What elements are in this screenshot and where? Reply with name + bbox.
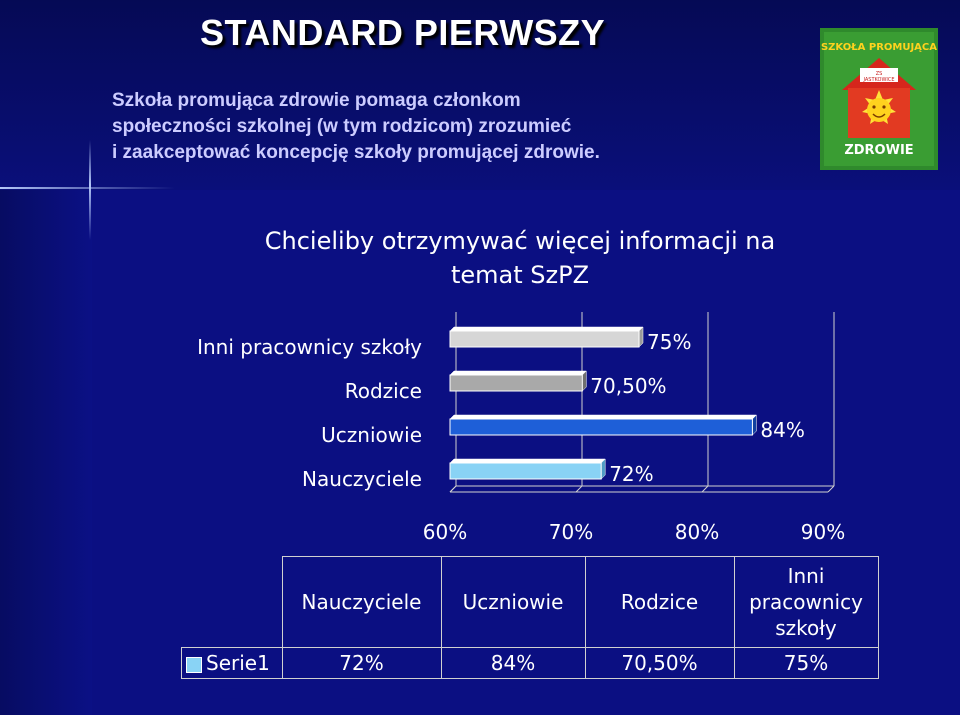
data-table-header: Inni pracownicy szkoły bbox=[733, 556, 879, 648]
bar-front-face bbox=[449, 418, 753, 436]
tick-label: 70% bbox=[548, 520, 594, 544]
data-table: Nauczyciele Uczniowie Rodzice Inni praco… bbox=[181, 556, 879, 679]
gridline-foot bbox=[827, 485, 835, 493]
logo-text-top: SZKOŁA PROMUJĄCA bbox=[821, 42, 937, 53]
logo-badge-line: JASTKOWICE bbox=[862, 77, 894, 83]
data-table-cell: 84% bbox=[440, 647, 586, 679]
gridline-foot bbox=[701, 485, 709, 493]
legend-key-icon bbox=[186, 656, 202, 673]
bar-top-face bbox=[449, 326, 644, 332]
tick-label: 80% bbox=[674, 520, 720, 544]
bar-front-face bbox=[449, 462, 602, 480]
chart-bars bbox=[449, 326, 758, 480]
decorative-line-horizontal bbox=[0, 187, 175, 189]
data-table-header-row: Nauczyciele Uczniowie Rodzice Inni praco… bbox=[181, 556, 879, 648]
data-table-series-cell: Serie1 bbox=[181, 647, 283, 679]
intro-line: i zaakceptować koncepcję szkoły promując… bbox=[112, 142, 600, 163]
bar-front-face bbox=[449, 330, 640, 348]
category-label: Uczniowie bbox=[321, 423, 422, 447]
bar-chart bbox=[449, 312, 835, 493]
slide-title: STANDARD PIERWSZY bbox=[200, 12, 606, 53]
left-band bbox=[0, 190, 92, 715]
data-label: 75% bbox=[647, 330, 692, 354]
logo-text-bottom: ZDROWIE bbox=[844, 143, 913, 158]
data-table-header: Uczniowie bbox=[440, 556, 586, 648]
bar bbox=[449, 458, 606, 480]
decorative-line-vertical bbox=[89, 140, 91, 240]
gridline-foot bbox=[449, 485, 457, 493]
data-table-corner bbox=[181, 556, 283, 648]
bar-top-face bbox=[449, 370, 587, 376]
bar bbox=[449, 370, 587, 392]
intro-text: Szkoła promująca zdrowie pomaga członkom… bbox=[112, 88, 792, 166]
data-table-cell: 75% bbox=[733, 647, 879, 679]
intro-line: społeczności szkolnej (w tym rodzicom) z… bbox=[112, 116, 572, 137]
legend-series-name: Serie1 bbox=[206, 651, 270, 675]
intro-line: Szkoła promująca zdrowie pomaga członkom bbox=[112, 90, 521, 111]
bar-top-face bbox=[449, 458, 606, 464]
data-table-row: Serie1 72% 84% 70,50% 75% bbox=[181, 647, 879, 679]
gridline-foot bbox=[575, 485, 583, 493]
data-table-header: Nauczyciele bbox=[281, 556, 442, 648]
category-label: Inni pracownicy szkoły bbox=[197, 335, 422, 359]
category-label: Nauczyciele bbox=[302, 467, 422, 491]
category-label: Rodzice bbox=[344, 379, 422, 403]
data-label: 84% bbox=[760, 418, 805, 442]
tick-label: 90% bbox=[800, 520, 846, 544]
bar bbox=[449, 326, 644, 348]
school-logo-icon: SZKOŁA PROMUJĄCA ZS JASTKOWICE ZDROWIE bbox=[820, 28, 938, 170]
top-band bbox=[0, 0, 960, 190]
chart-title: Chcieliby otrzymywać więcej informacji n… bbox=[264, 227, 776, 289]
data-table-cell: 72% bbox=[281, 647, 442, 679]
data-table-cell: 70,50% bbox=[584, 647, 735, 679]
data-label: 70,50% bbox=[590, 374, 667, 398]
logo-badge-line: ZS bbox=[876, 71, 883, 77]
data-label: 72% bbox=[609, 462, 654, 486]
bar-top-face bbox=[449, 414, 758, 420]
tick-label: 60% bbox=[422, 520, 468, 544]
data-table-header: Rodzice bbox=[584, 556, 735, 648]
bar bbox=[449, 414, 758, 436]
bar-front-face bbox=[449, 374, 583, 392]
